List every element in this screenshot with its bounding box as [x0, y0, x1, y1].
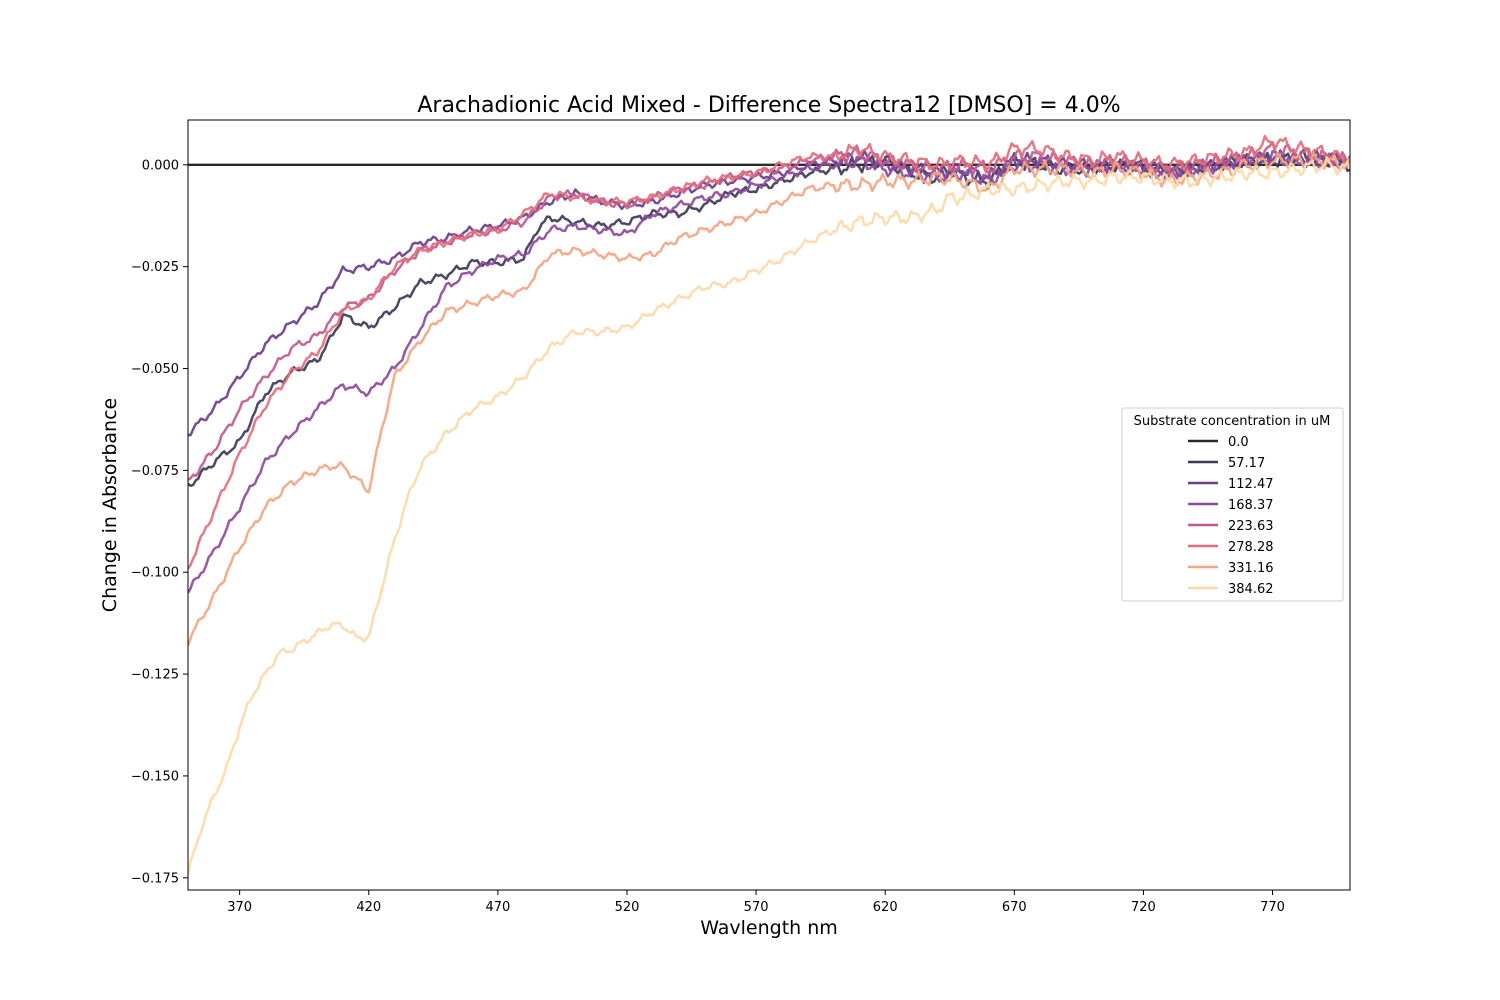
- y-tick-label: −0.150: [131, 769, 179, 784]
- legend-label: 168.37: [1228, 498, 1274, 513]
- legend-label: 0.0: [1228, 435, 1249, 450]
- legend-items: 0.0 57.17 112.47 168.37 223.63 278.28 331.16 38…: [1188, 435, 1274, 597]
- x-tick-label: 670: [1002, 900, 1027, 915]
- plot-frame: [187, 119, 1351, 891]
- y-tick-label: −0.075: [131, 464, 179, 479]
- x-tick-label: 420: [356, 900, 381, 915]
- series-line-278-28: [188, 134, 1350, 570]
- y-tick-label: −0.125: [131, 668, 179, 683]
- y-axis-label: Change in Absorbance: [99, 398, 121, 612]
- x-axis-ticks: 370 420 470 520 570 620 670 720 770: [227, 890, 1285, 915]
- y-tick-label: −0.050: [131, 362, 179, 377]
- legend-label: 223.63: [1228, 519, 1274, 534]
- chart-title: Arachadionic Acid Mixed - Difference Spe…: [417, 93, 1120, 118]
- legend-label: 331.16: [1228, 561, 1274, 576]
- x-tick-label: 720: [1131, 900, 1156, 915]
- x-tick-label: 620: [873, 900, 898, 915]
- y-tick-label: −0.025: [131, 260, 179, 275]
- legend-label: 384.62: [1228, 582, 1274, 597]
- series-line-112-47: [188, 148, 1350, 437]
- y-axis-ticks: 0.000 −0.025 −0.050 −0.075 −0.100 −0.125 −0.15…: [131, 158, 188, 886]
- series-line-331-16: [188, 151, 1350, 647]
- legend: Substrate concentration in uM 0.0 57.17 11…: [1121, 407, 1344, 602]
- x-axis-label: Wavlength nm: [700, 917, 838, 939]
- y-tick-label: −0.175: [131, 871, 179, 886]
- series-line-384-62: [188, 156, 1350, 875]
- x-tick-label: 470: [485, 900, 510, 915]
- y-tick-label: 0.000: [142, 158, 179, 173]
- y-tick-label: −0.100: [131, 566, 179, 581]
- legend-label: 278.28: [1228, 540, 1274, 555]
- legend-label: 57.17: [1228, 456, 1265, 471]
- legend-label: 112.47: [1228, 477, 1274, 492]
- series-layer: [188, 134, 1350, 875]
- x-tick-label: 370: [227, 900, 252, 915]
- x-tick-label: 520: [615, 900, 640, 915]
- legend-title: Substrate concentration in uM: [1134, 414, 1331, 429]
- x-tick-label: 770: [1260, 900, 1285, 915]
- legend-box: [1121, 407, 1344, 602]
- x-tick-label: 570: [744, 900, 769, 915]
